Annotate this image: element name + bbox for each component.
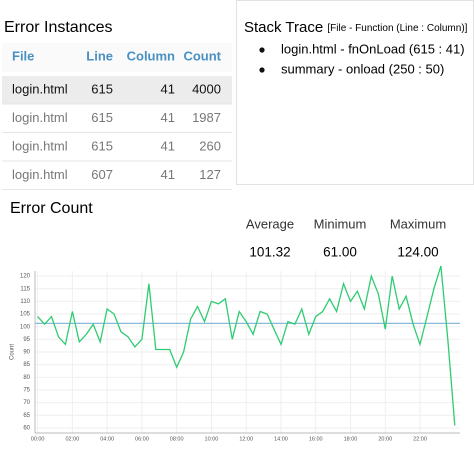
header-row [2,43,232,72]
stat-label: Minimum [314,216,367,231]
x-tick-label: 12:00 [239,436,253,442]
y-tick-label: 60 [23,426,30,432]
table-cell: 4000 [192,81,221,96]
table-cell: login.html [12,167,68,182]
x-tick-label: 06:00 [135,436,149,442]
x-tick-label: 04:00 [100,436,114,442]
stack-item: summary - onload (250 : 50) [281,61,444,76]
y-tick-label: 115 [20,286,30,292]
table-cell: 41 [161,167,175,182]
table-cell: login.html [12,110,68,125]
y-tick-label: 85 [23,362,30,368]
bullet [259,47,265,53]
column-header: Column [127,48,175,63]
table-cell: 615 [91,81,113,96]
x-tick-label: 18:00 [344,436,358,442]
table-cell: 1987 [192,110,221,125]
table-cell: 260 [199,138,221,153]
table-cell: 41 [161,81,175,96]
stack-subtitle: [File - Function (Line : Column)] [327,23,467,34]
table-row [2,133,232,161]
x-tick-label: 00:00 [31,436,45,442]
y-tick-label: 75 [23,388,30,394]
stat-label: Average [246,216,294,231]
y-tick-label: 110 [20,299,30,305]
x-tick-label: 08:00 [170,436,184,442]
table-cell: 127 [199,167,221,182]
table-row [2,161,232,190]
table-cell: login.html [12,81,68,96]
y-tick-label: 105 [20,312,31,318]
stack-panel [236,0,474,185]
y-axis-label: Count [10,344,16,360]
table-cell: login.html [12,138,68,153]
y-tick-label: 70 [23,400,30,406]
table-row [2,76,232,104]
column-header: Line [86,48,113,63]
panel-title: Error Instances [4,19,112,36]
y-tick-label: 80 [23,375,30,381]
data-line [37,265,456,426]
y-tick-label: 100 [20,324,31,330]
x-tick-label: 10:00 [205,436,219,442]
bullet [259,67,265,73]
y-tick-label: 65 [23,413,30,419]
x-tick-label: 14:00 [274,436,288,442]
table-row [2,104,232,133]
column-header: Count [183,48,221,63]
table-cell: 615 [91,110,113,125]
stack-item: login.html - fnOnLoad (615 : 41) [281,41,465,56]
y-tick-label: 95 [23,337,30,343]
table-cell: 41 [161,110,175,125]
stat-label: Maximum [390,216,446,231]
column-header: File [12,48,34,63]
x-tick-label: 22:00 [413,436,427,442]
table-cell: 615 [91,138,113,153]
x-tick-label: 02:00 [65,436,79,442]
section-title: Error Count [10,200,93,217]
panel-title: Stack Trace [File - Function (Line : Col… [244,19,468,36]
y-tick-label: 90 [23,350,30,356]
table-cell: 41 [161,138,175,153]
y-tick-label: 120 [20,274,31,280]
stat-value: 124.00 [397,245,438,260]
stat-value: 101.32 [249,245,290,260]
table-cell: 607 [91,167,113,182]
x-tick-label: 16:00 [309,436,323,442]
stack-title: Stack Trace [244,19,323,36]
x-tick-label: 20:00 [378,436,392,442]
stat-value: 61.00 [323,245,357,260]
